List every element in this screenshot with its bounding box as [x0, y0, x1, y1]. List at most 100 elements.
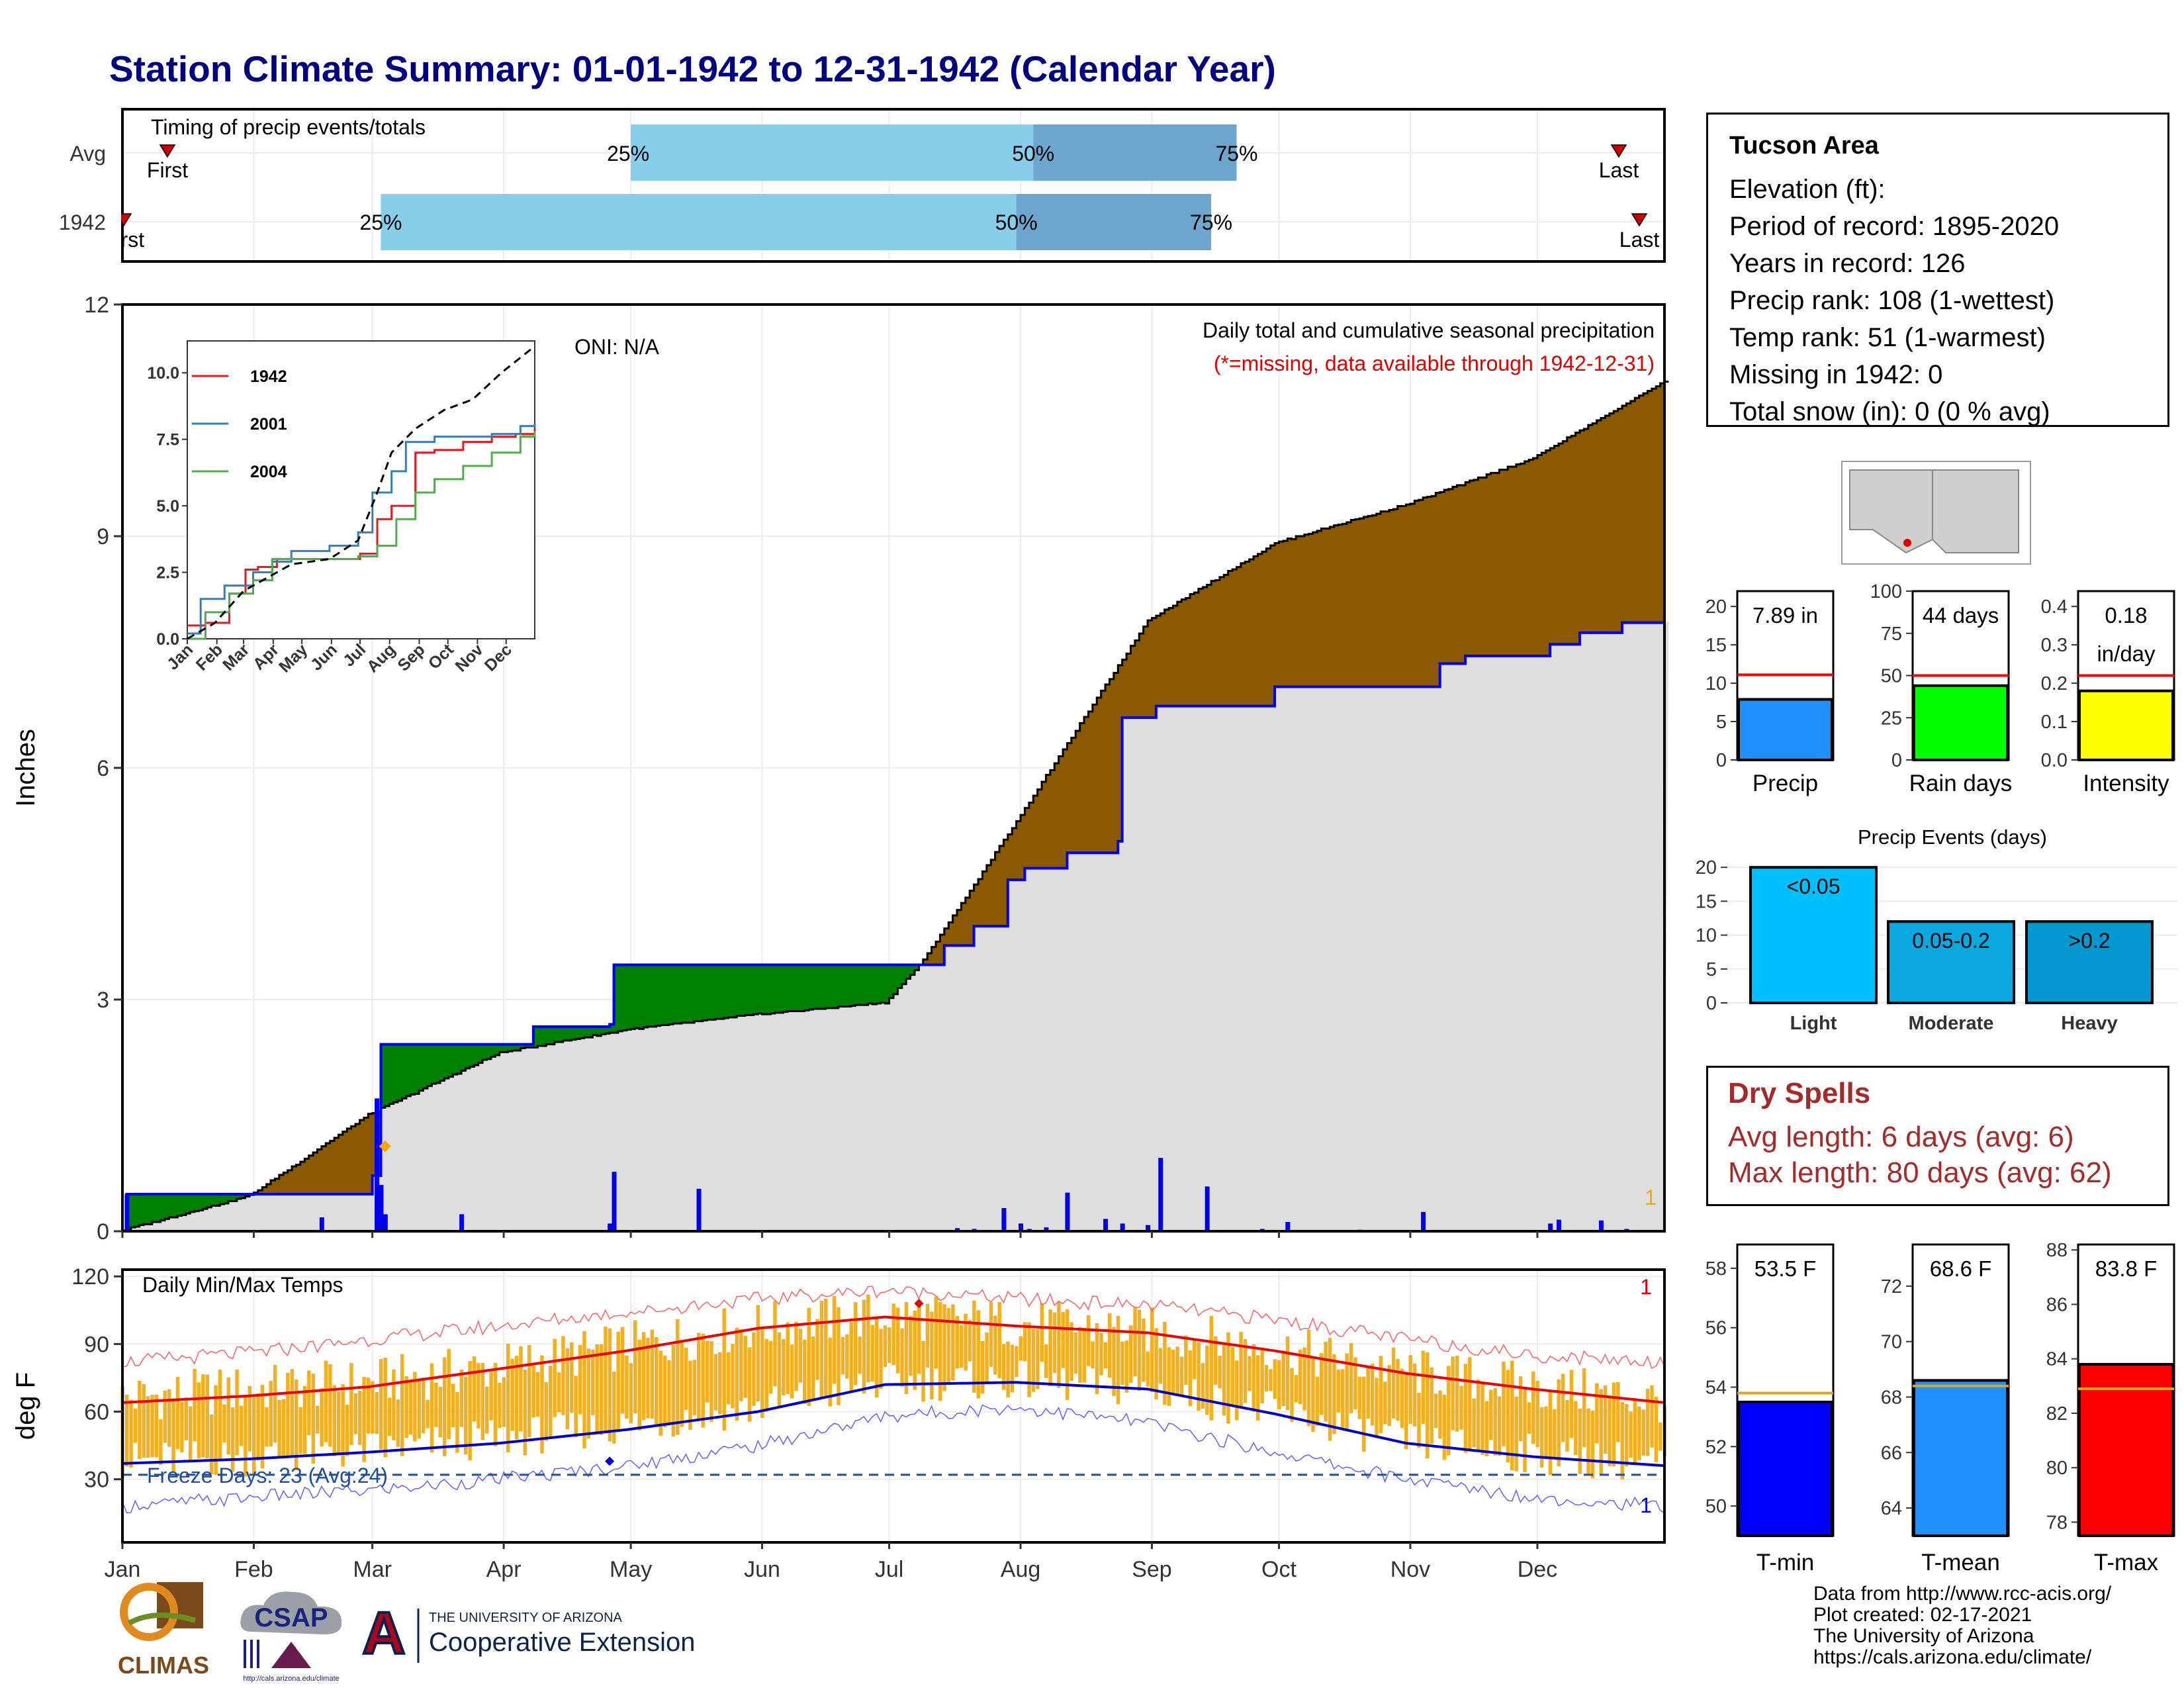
temp-bar-t-min-ytick-label: 58	[1706, 1258, 1727, 1280]
station-line: Years in record: 126	[1729, 249, 1966, 278]
precip-below-avg-area	[122, 383, 1664, 1231]
precip-daily-bar	[1001, 1208, 1007, 1231]
inset-series-line	[187, 428, 536, 627]
precip-panel-title: Daily total and cumulative seasonal prec…	[1203, 318, 1655, 342]
timing-year-75: 75%	[1190, 211, 1232, 234]
timing-year-25: 25%	[359, 211, 402, 234]
events-ytick-label: 0	[1706, 993, 1717, 1014]
precip-avg-area	[122, 622, 1669, 1231]
inset-legend-label: 2001	[250, 415, 287, 434]
temp-max-record-marker	[914, 1299, 924, 1309]
credit-line: Data from http://www.rcc-acis.org/	[1813, 1583, 2112, 1605]
precip-total-ytick-label: 15	[1706, 635, 1727, 656]
month-label: Dec	[1518, 1557, 1557, 1582]
inset-ytick-label: 5.0	[156, 497, 179, 516]
timing-year-bar-25-50	[381, 194, 1017, 250]
events-ytick-label: 20	[1696, 857, 1717, 878]
credit-line: The University of Arizona	[1813, 1625, 2034, 1647]
intensity-ytick-label: 0.1	[2041, 712, 2068, 733]
temp-panel-title: Daily Min/Max Temps	[142, 1273, 343, 1297]
precip-daily-bar	[1146, 1225, 1151, 1231]
csap-logo-text: CSAP	[254, 1603, 328, 1632]
events-bar	[2025, 920, 2154, 1004]
station-line: Elevation (ft):	[1729, 175, 1886, 204]
temp-bar-t-min-bar	[1737, 1400, 1833, 1538]
intensity-bar	[2078, 689, 2174, 761]
precip-total-axis-label: Precip	[1752, 771, 1818, 796]
events-category-label: Light	[1790, 1013, 1837, 1034]
dry-avg-length: Avg length: 6 days (avg: 6)	[1728, 1121, 2074, 1153]
station-details: Elevation (ft): Period of record: 1895-2…	[1729, 171, 2167, 430]
map-station-dot	[1903, 539, 1911, 547]
precip-ytick-label: 3	[97, 988, 109, 1013]
credit-line: Plot created: 02-17-2021	[1813, 1604, 2032, 1626]
timing-avg-last-label: Last	[1599, 158, 1639, 182]
precip-total-ytick-label: 20	[1706, 596, 1727, 618]
temp-bar-t-max-ytick-label: 84	[2046, 1349, 2068, 1370]
intensity-axis-label: Intensity	[2083, 771, 2169, 796]
precip-daily-bar	[1065, 1192, 1070, 1231]
timing-panel-border	[121, 108, 1666, 263]
events-category-label: Moderate	[1909, 1013, 1994, 1034]
precip-daily-bar	[1158, 1158, 1163, 1231]
ua-letter: A	[363, 1602, 406, 1667]
ua-line-1: THE UNIVERSITY OF ARIZONA	[429, 1611, 623, 1625]
events-bar	[1749, 866, 1878, 1004]
precip-ytick-label: 12	[84, 293, 109, 318]
climas-logo-graphic: CLIMAS	[118, 1582, 209, 1679]
temp-bar-t-mean-value-label: 68.6 F	[1930, 1256, 1992, 1281]
temp-daily-range-bars	[120, 1294, 1666, 1479]
temp-bar-t-min-ytick-label: 50	[1706, 1496, 1727, 1517]
climas-logo-text: CLIMAS	[118, 1652, 209, 1679]
rain-days-ytick-label: 75	[1881, 624, 1902, 645]
timing-year-50: 50%	[995, 211, 1038, 234]
station-line: Missing in 1942: 0	[1729, 360, 1943, 389]
precip-daily-bar	[1044, 1227, 1049, 1231]
month-label: May	[610, 1557, 652, 1582]
temp-max-missing: 1	[1640, 1275, 1652, 1299]
rain-days-ytick-label: 50	[1881, 666, 1902, 687]
precip-daily-bar	[608, 1223, 613, 1231]
intensity-ytick-label: 0.0	[2041, 750, 2068, 771]
precip-daily-bar	[124, 1194, 130, 1231]
temp-bar-t-max-value-label: 83.8 F	[2095, 1256, 2158, 1281]
timing-avg-bar-25-50	[631, 124, 1034, 181]
precip-daily-bar	[375, 1098, 380, 1231]
temp-bar-t-mean-ytick-label: 70	[1881, 1332, 1902, 1353]
month-label: Aug	[1001, 1557, 1041, 1582]
precip-daily-bar	[1205, 1186, 1210, 1231]
month-label: Jun	[744, 1557, 780, 1582]
events-category-label: Heavy	[2061, 1013, 2117, 1034]
events-ytick-label: 5	[1706, 959, 1717, 980]
timing-avg-50: 50%	[1012, 142, 1054, 165]
temp-bar-t-mean-ytick-label: 66	[1881, 1442, 1902, 1464]
precip-daily-bar	[1548, 1223, 1553, 1231]
precip-daily-bar	[383, 1214, 388, 1231]
timing-row-label: 1942	[59, 211, 106, 234]
dry-spells-box: Dry Spells Avg length: 6 days (avg: 6) M…	[1706, 1066, 2169, 1206]
precip-ylabel: Inches	[11, 729, 40, 807]
inset-avg-line	[187, 345, 535, 640]
precip-max-day-marker	[379, 1140, 391, 1152]
month-label: Feb	[234, 1557, 273, 1582]
timing-year-bar-50-75	[1016, 194, 1212, 250]
intensity-value-label: 0.18	[2105, 603, 2147, 628]
month-label: Oct	[1261, 1557, 1297, 1582]
precip-total-ytick-label: 5	[1716, 712, 1727, 733]
month-label: Jul	[875, 1557, 903, 1582]
precip-daily-bar	[459, 1214, 465, 1231]
events-bar-label: 0.05-0.2	[1912, 929, 1989, 953]
precip-daily-bar	[612, 1172, 617, 1231]
temp-avg-min-line	[122, 1381, 1665, 1468]
climas-logo: CLIMAS	[109, 1582, 218, 1681]
temp-bar-t-mean-ytick-label: 72	[1881, 1276, 1902, 1297]
inset-ytick-label: 2.5	[156, 564, 179, 583]
timing-avg-25: 25%	[607, 142, 649, 165]
timing-label: Timing of precip events/totals	[151, 115, 426, 139]
temp-min-record-marker	[605, 1456, 615, 1466]
temp-bar-t-min-ytick-label: 52	[1706, 1436, 1727, 1458]
intensity-ytick-label: 0.2	[2041, 673, 2068, 694]
month-label: Apr	[486, 1557, 522, 1582]
temp-record-min-line	[122, 1404, 1665, 1514]
station-line: Precip rank: 108 (1-wettest)	[1729, 286, 2055, 315]
